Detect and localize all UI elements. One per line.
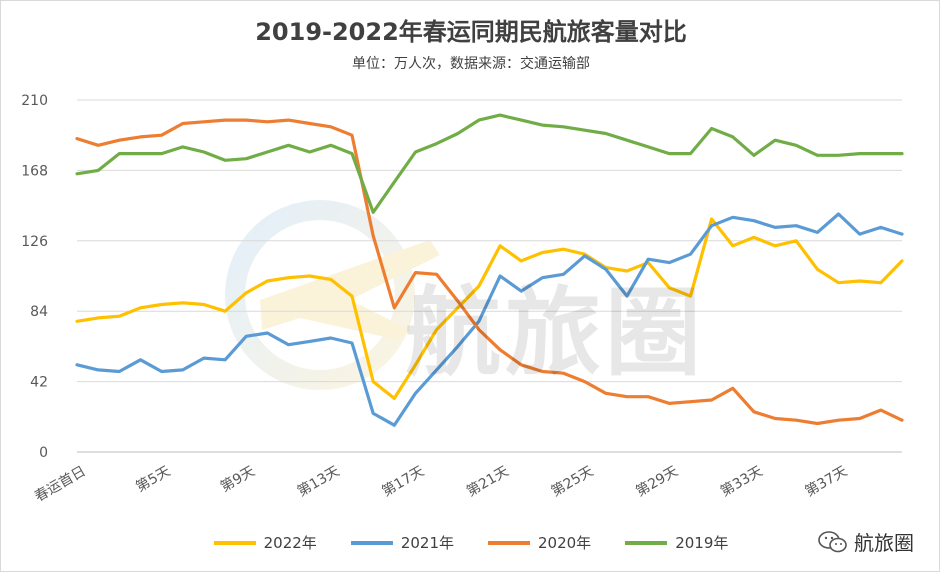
x-tick-label: 第13天 (294, 462, 342, 500)
x-tick-label: 第33天 (717, 462, 765, 500)
y-tick-label: 210 (21, 93, 48, 109)
legend-label: 2020年 (538, 534, 592, 552)
badge-text: 航旅圈 (854, 531, 914, 555)
y-tick-label: 126 (21, 234, 48, 250)
y-tick-label: 0 (39, 445, 48, 461)
legend-label: 2019年 (675, 534, 729, 552)
chart-title: 2019-2022年春运同期民航旅客量对比 (255, 18, 687, 46)
legend-item: 2019年 (625, 532, 728, 553)
series-line-3 (75, 113, 904, 214)
x-tick-label: 第37天 (802, 462, 850, 500)
legend-item: 2022年 (213, 532, 317, 553)
x-tick-label: 第29天 (633, 462, 681, 500)
x-tick-label: 第5天 (133, 462, 173, 495)
legend-swatch (625, 540, 668, 545)
legend-label: 2021年 (400, 534, 454, 552)
y-tick-label: 42 (30, 375, 48, 391)
legend-swatch (488, 540, 530, 545)
legend-item: 2020年 (488, 532, 591, 553)
x-tick-label: 第25天 (548, 462, 596, 500)
x-tick-label: 春运首日 (32, 463, 88, 505)
legend-swatch (213, 540, 256, 545)
x-tick-label: 第21天 (463, 462, 511, 500)
legend-label: 2022年 (263, 534, 317, 552)
watermark-text: 航旅圈 (405, 277, 705, 389)
y-tick-label: 84 (30, 304, 48, 320)
wechat-bubble-icon (818, 530, 847, 552)
chart-legend: 2022年 2021年 2020年 2019年 (0, 532, 942, 553)
x-tick-label: 第17天 (379, 462, 427, 500)
watermark-logo-icon (225, 200, 440, 390)
y-tick-label: 168 (21, 163, 48, 179)
series-line-2 (75, 118, 904, 426)
legend-swatch (350, 540, 393, 545)
legend-item: 2021年 (350, 532, 454, 553)
source-badge: 航旅圈 (818, 527, 914, 556)
series-line-1 (75, 212, 904, 427)
chart-subtitle: 单位：万人次，数据来源：交通运输部 (352, 56, 590, 72)
x-tick-label: 第9天 (217, 462, 257, 495)
series-line-0 (75, 217, 904, 400)
